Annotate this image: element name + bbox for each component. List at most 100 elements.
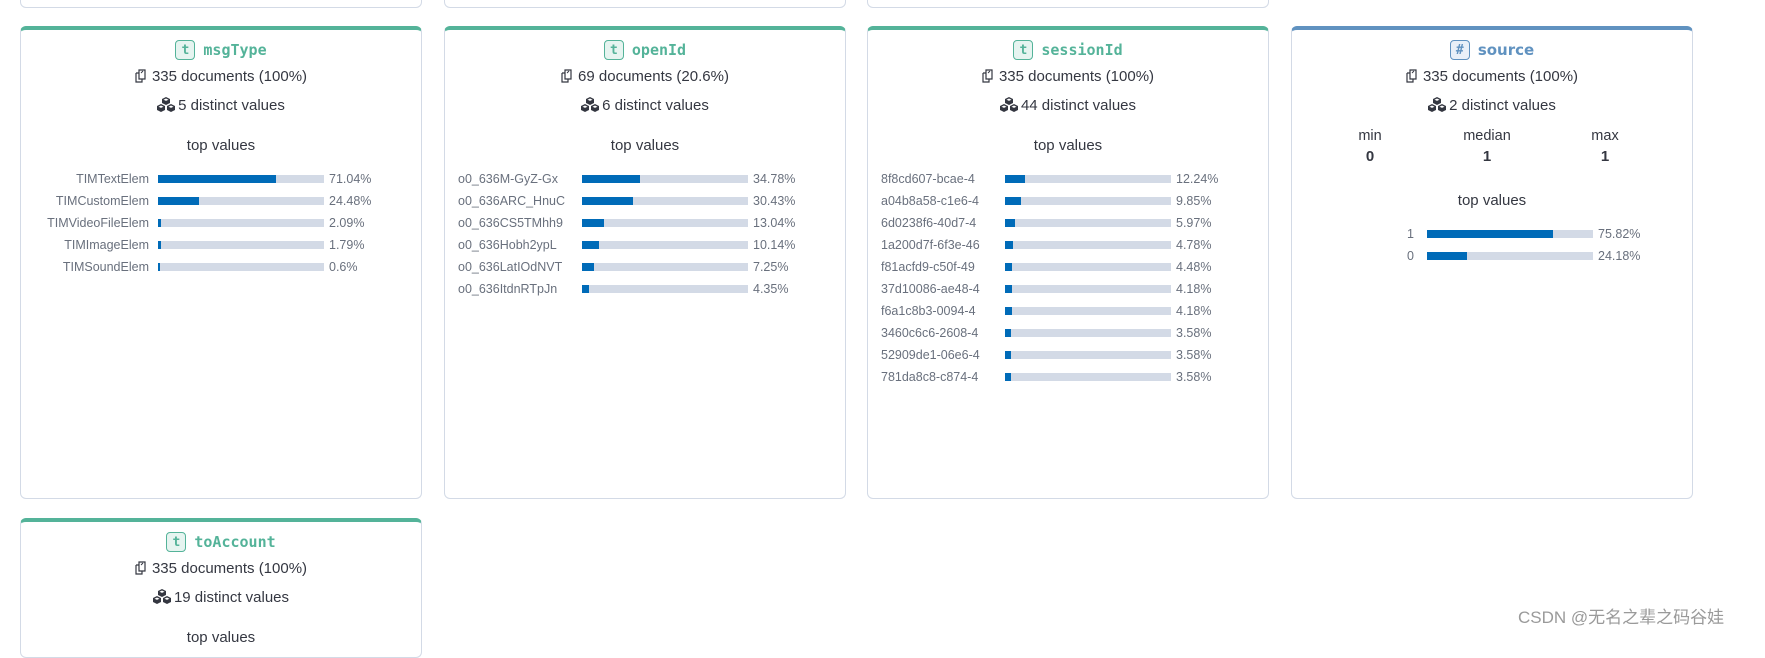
top-value-bar-fill — [582, 197, 633, 205]
top-value-row[interactable]: 781da8c8-c874-4 3.58% — [868, 366, 1268, 388]
cubes-icon — [999, 97, 1018, 116]
top-value-label: o0_636Hobh2ypL — [458, 238, 557, 252]
top-value-bar — [1005, 197, 1171, 205]
top-value-row[interactable]: 1 75.82% — [1292, 223, 1692, 245]
top-value-bar-fill — [158, 197, 199, 205]
top-value-bar — [1005, 219, 1171, 227]
cubes-icon — [1428, 97, 1447, 116]
top-value-label: TIMTextElem — [76, 172, 149, 186]
top-value-percent: 4.35% — [753, 282, 789, 296]
cubes-icon — [157, 97, 176, 116]
top-value-percent: 34.78% — [753, 172, 796, 186]
top-value-bar-fill — [158, 263, 160, 271]
top-value-row[interactable]: TIMImageElem 1.79% — [21, 234, 421, 256]
top-value-percent: 24.48% — [329, 194, 372, 208]
top-value-row[interactable]: 37d10086-ae48-4 4.18% — [868, 278, 1268, 300]
top-value-bar-fill — [1005, 241, 1013, 249]
top-value-percent: 13.04% — [753, 216, 796, 230]
top-value-label: 0 — [1407, 249, 1414, 263]
top-value-label: 1 — [1407, 227, 1414, 241]
top-value-percent: 4.18% — [1176, 304, 1212, 318]
top-value-bar — [1005, 263, 1171, 271]
top-value-bar-fill — [582, 219, 604, 227]
text-type-icon: t — [166, 532, 187, 552]
top-value-bar — [1005, 307, 1171, 315]
top-value-row[interactable]: o0_636ARC_HnuC 30.43% — [445, 190, 845, 212]
top-value-bar — [1005, 351, 1171, 359]
top-value-row[interactable]: 6d0238f6-40d7-4 5.97% — [868, 212, 1268, 234]
top-value-row[interactable]: TIMSoundElem 0.6% — [21, 256, 421, 278]
top-value-bar — [1427, 252, 1593, 260]
top-value-row[interactable]: a04b8a58-c1e6-4 9.85% — [868, 190, 1268, 212]
top-value-label: 1a200d7f-6f3e-46 — [881, 238, 980, 252]
documents-count: 335 documents (100%) — [21, 560, 421, 579]
number-type-icon: # — [1449, 40, 1470, 60]
top-value-percent: 71.04% — [329, 172, 372, 186]
top-value-row[interactable]: 52909de1-06e6-4 3.58% — [868, 344, 1268, 366]
top-value-bar-fill — [582, 263, 595, 271]
top-value-bar-fill — [1005, 219, 1015, 227]
top-value-label: o0_636LatIOdNVT — [458, 260, 563, 274]
top-value-row[interactable]: o0_636Hobh2ypL 10.14% — [445, 234, 845, 256]
previous-card-3 — [867, 0, 1269, 8]
top-value-bar-fill — [158, 241, 161, 249]
top-value-label: 781da8c8-c874-4 — [881, 370, 979, 384]
top-value-label: f6a1c8b3-0094-4 — [881, 304, 976, 318]
top-value-percent: 0.6% — [329, 260, 358, 274]
top-value-row[interactable]: TIMVideoFileElem 2.09% — [21, 212, 421, 234]
top-value-percent: 30.43% — [753, 194, 796, 208]
top-value-label: 6d0238f6-40d7-4 — [881, 216, 977, 230]
top-value-label: a04b8a58-c1e6-4 — [881, 194, 979, 208]
top-value-bar — [582, 263, 748, 271]
top-values-list: 1 75.82% 0 24.18% — [1292, 223, 1692, 267]
documents-icon — [561, 69, 575, 87]
top-value-row[interactable]: 8f8cd607-bcae-4 12.24% — [868, 168, 1268, 190]
top-value-label: 37d10086-ae48-4 — [881, 282, 980, 296]
watermark: CSDN @无名之辈之码谷娃 — [1518, 608, 1725, 627]
top-value-row[interactable]: o0_636M-GyZ-Gx 34.78% — [445, 168, 845, 190]
top-value-row[interactable]: TIMTextElem 71.04% — [21, 168, 421, 190]
field-card-source: # source 335 documents (100%) 2 distinct … — [1291, 26, 1693, 499]
top-value-percent: 3.58% — [1176, 348, 1212, 362]
field-name[interactable]: msgType — [203, 41, 267, 59]
top-value-label: f81acfd9-c50f-49 — [881, 260, 975, 274]
documents-icon — [135, 69, 149, 87]
top-value-row[interactable]: 0 24.18% — [1292, 245, 1692, 267]
top-value-bar-fill — [158, 175, 276, 183]
documents-count: 335 documents (100%) — [21, 68, 421, 87]
top-value-bar — [582, 241, 748, 249]
field-header: t toAccount — [21, 530, 421, 554]
top-value-bar-fill — [582, 175, 640, 183]
top-value-percent: 1.79% — [329, 238, 365, 252]
top-value-label: 3460c6c6-2608-4 — [881, 326, 979, 340]
top-value-row[interactable]: f81acfd9-c50f-49 4.48% — [868, 256, 1268, 278]
top-value-row[interactable]: o0_636CS5TMhh9 13.04% — [445, 212, 845, 234]
field-name[interactable]: toAccount — [194, 533, 276, 551]
top-value-bar-fill — [1005, 175, 1026, 183]
top-value-percent: 75.82% — [1598, 227, 1641, 241]
field-card-toAccount: t toAccount 335 documents (100%) 19 disti… — [20, 518, 422, 658]
top-value-label: TIMSoundElem — [62, 260, 149, 274]
top-values-heading: top values — [1033, 137, 1103, 154]
field-name[interactable]: sessionId — [1041, 41, 1123, 59]
top-value-row[interactable]: TIMCustomElem 24.48% — [21, 190, 421, 212]
top-value-percent: 9.85% — [1176, 194, 1212, 208]
top-value-bar-fill — [1005, 373, 1011, 381]
top-value-percent: 4.18% — [1176, 282, 1212, 296]
top-value-bar-fill — [1427, 230, 1553, 238]
top-value-bar-fill — [582, 241, 599, 249]
top-value-bar — [1005, 285, 1171, 293]
top-value-bar — [158, 263, 324, 271]
field-header: t msgType — [21, 38, 421, 62]
top-value-label: o0_636ARC_HnuC — [458, 194, 566, 208]
field-name[interactable]: openId — [631, 41, 687, 59]
top-value-row[interactable]: o0_636LatIOdNVT 7.25% — [445, 256, 845, 278]
top-value-row[interactable]: o0_636ItdnRTpJn 4.35% — [445, 278, 845, 300]
field-name[interactable]: source — [1477, 41, 1535, 59]
documents-count: 335 documents (100%) — [868, 68, 1268, 87]
top-value-row[interactable]: 3460c6c6-2608-4 3.58% — [868, 322, 1268, 344]
top-value-row[interactable]: f6a1c8b3-0094-4 4.18% — [868, 300, 1268, 322]
top-value-row[interactable]: 1a200d7f-6f3e-46 4.78% — [868, 234, 1268, 256]
top-value-bar-fill — [1005, 307, 1012, 315]
field-header: # source — [1292, 38, 1692, 62]
